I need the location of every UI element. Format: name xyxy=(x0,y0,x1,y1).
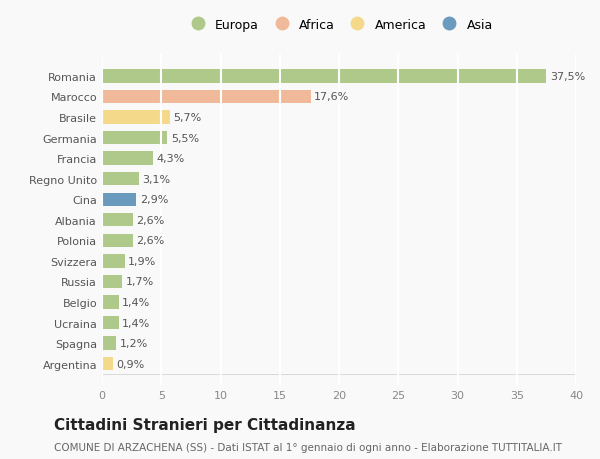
Text: 37,5%: 37,5% xyxy=(550,72,585,82)
Bar xyxy=(102,152,153,165)
Text: 2,9%: 2,9% xyxy=(140,195,168,205)
Bar xyxy=(102,296,119,309)
Text: 1,9%: 1,9% xyxy=(128,256,157,266)
Text: COMUNE DI ARZACHENA (SS) - Dati ISTAT al 1° gennaio di ogni anno - Elaborazione : COMUNE DI ARZACHENA (SS) - Dati ISTAT al… xyxy=(54,442,562,452)
Text: 1,7%: 1,7% xyxy=(126,277,154,287)
Bar xyxy=(102,173,139,186)
Text: 2,6%: 2,6% xyxy=(136,215,164,225)
Bar xyxy=(102,193,136,207)
Bar xyxy=(102,90,311,104)
Bar xyxy=(102,275,122,289)
Bar xyxy=(102,234,133,247)
Text: 1,2%: 1,2% xyxy=(120,338,148,348)
Text: 5,5%: 5,5% xyxy=(171,133,199,143)
Text: 1,4%: 1,4% xyxy=(122,318,151,328)
Bar xyxy=(102,337,116,350)
Bar xyxy=(102,357,113,370)
Text: 2,6%: 2,6% xyxy=(136,236,164,246)
Text: 4,3%: 4,3% xyxy=(157,154,185,164)
Bar xyxy=(102,70,547,84)
Bar xyxy=(102,316,119,330)
Bar xyxy=(102,111,170,124)
Text: 5,7%: 5,7% xyxy=(173,113,202,123)
Bar xyxy=(102,132,167,145)
Bar xyxy=(102,255,125,268)
Text: 17,6%: 17,6% xyxy=(314,92,349,102)
Bar xyxy=(102,213,133,227)
Legend: Europa, Africa, America, Asia: Europa, Africa, America, Asia xyxy=(181,15,497,35)
Text: 3,1%: 3,1% xyxy=(142,174,170,185)
Text: 1,4%: 1,4% xyxy=(122,297,151,308)
Text: 0,9%: 0,9% xyxy=(116,359,145,369)
Text: Cittadini Stranieri per Cittadinanza: Cittadini Stranieri per Cittadinanza xyxy=(54,417,356,432)
